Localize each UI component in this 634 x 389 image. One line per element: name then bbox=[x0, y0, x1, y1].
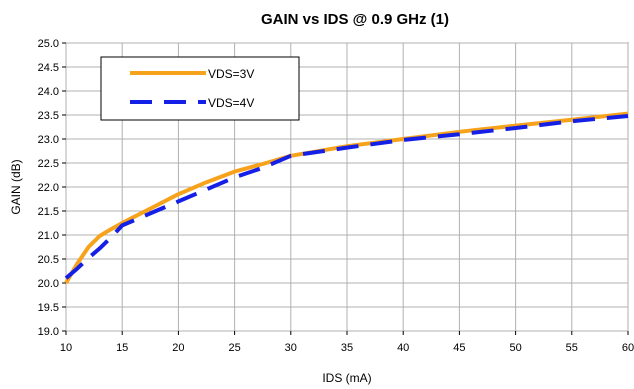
x-tick-label: 50 bbox=[509, 342, 521, 354]
y-tick-label: 23.5 bbox=[38, 110, 59, 122]
tick-labels: 19.0 19.5 20.0 20.5 21.0 21.5 22.0 22.5 23.0 23.5… bbox=[38, 38, 634, 354]
x-tick-label: 25 bbox=[228, 342, 240, 354]
x-tick-label: 40 bbox=[397, 342, 409, 354]
legend-label-vds4v: VDS=4V bbox=[208, 96, 254, 110]
y-tick-label: 22.0 bbox=[38, 182, 59, 194]
chart-title: GAIN vs IDS @ 0.9 GHz (1) bbox=[261, 11, 449, 28]
x-tick-label: 55 bbox=[566, 342, 578, 354]
y-tick-label: 21.5 bbox=[38, 206, 59, 218]
y-tick-label: 20.0 bbox=[38, 278, 59, 290]
y-tick-label: 25.0 bbox=[38, 38, 59, 50]
y-tick-label: 23.0 bbox=[38, 134, 59, 146]
y-tick-label: 21.0 bbox=[38, 230, 59, 242]
x-tick-label: 60 bbox=[622, 342, 634, 354]
legend-label-vds3v: VDS=3V bbox=[208, 67, 254, 81]
series-line-vds4v bbox=[64, 114, 629, 280]
y-tick-label: 20.5 bbox=[38, 254, 59, 266]
y-tick-label: 19.0 bbox=[38, 326, 59, 338]
x-tick-label: 20 bbox=[172, 342, 184, 354]
legend: VDS=3V VDS=4V bbox=[100, 56, 300, 121]
y-tick-label: 22.5 bbox=[38, 158, 59, 170]
y-tick-label: 19.5 bbox=[38, 302, 59, 314]
y-tick-label: 24.5 bbox=[38, 62, 59, 74]
x-axis-label: IDS (mA) bbox=[322, 371, 371, 385]
x-tick-label: 45 bbox=[453, 342, 465, 354]
x-tick-label: 10 bbox=[60, 342, 72, 354]
y-axis-label: GAIN (dB) bbox=[9, 159, 23, 214]
series-line-vds3v bbox=[64, 111, 629, 285]
x-tick-label: 30 bbox=[285, 342, 297, 354]
legend-box bbox=[100, 56, 300, 121]
x-tick-label: 15 bbox=[116, 342, 128, 354]
y-tick-label: 24.0 bbox=[38, 86, 59, 98]
series-lines bbox=[64, 111, 629, 285]
x-tick-label: 35 bbox=[341, 342, 353, 354]
